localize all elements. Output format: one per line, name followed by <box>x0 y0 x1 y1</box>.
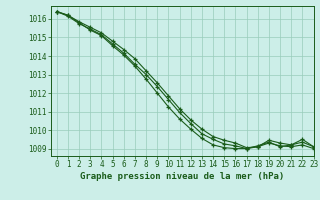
X-axis label: Graphe pression niveau de la mer (hPa): Graphe pression niveau de la mer (hPa) <box>80 172 284 181</box>
